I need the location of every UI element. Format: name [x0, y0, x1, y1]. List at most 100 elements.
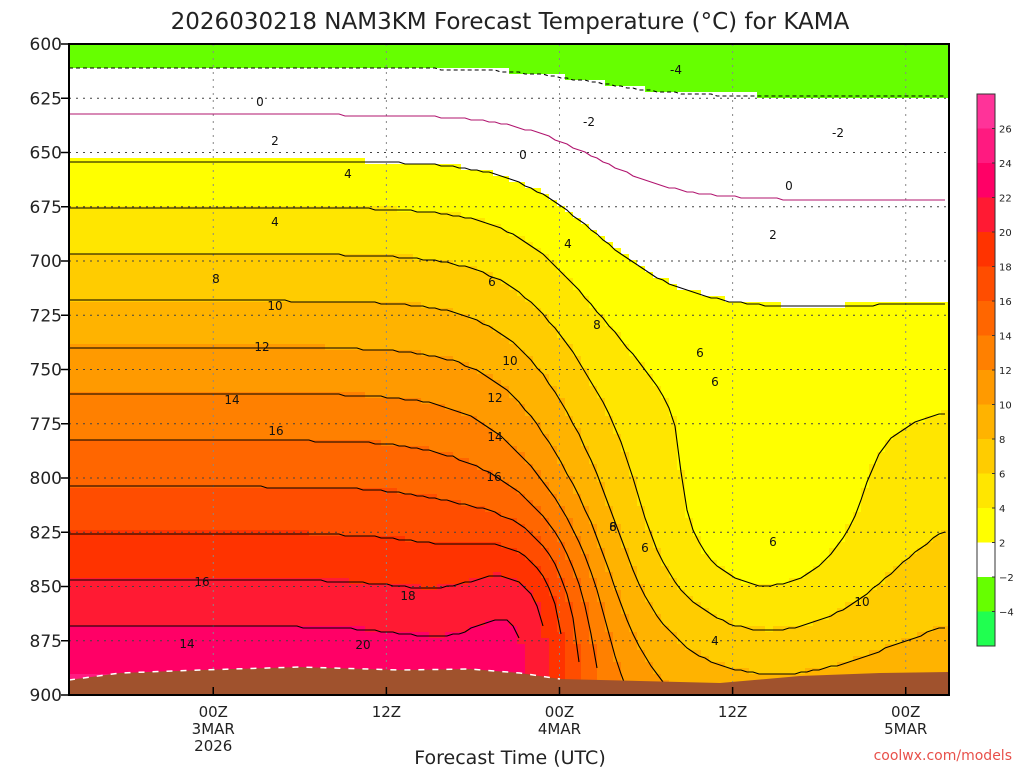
fill-cell [285, 236, 294, 243]
fill-cell [397, 374, 406, 381]
fill-cell [277, 548, 286, 555]
fill-cell [261, 584, 270, 591]
fill-cell [333, 200, 342, 207]
fill-cell [261, 614, 270, 621]
fill-cell [245, 296, 254, 303]
fill-cell [213, 230, 222, 237]
fill-cell [301, 524, 310, 531]
fill-cell [181, 104, 190, 111]
fill-cell [189, 206, 198, 213]
fill-cell [141, 128, 150, 135]
fill-cell [93, 158, 102, 165]
fill-cell [101, 200, 110, 207]
fill-cell [421, 320, 430, 327]
fill-cell [189, 122, 198, 129]
fill-cell [213, 224, 222, 231]
fill-cell [181, 62, 190, 69]
fill-cell [205, 92, 214, 99]
fill-cell [165, 440, 174, 447]
fill-cell [341, 248, 350, 255]
fill-cell [261, 482, 270, 489]
fill-cell [77, 188, 86, 195]
fill-cell [173, 602, 182, 609]
fill-cell [309, 56, 318, 63]
fill-cell [173, 572, 182, 579]
fill-cell [293, 578, 302, 585]
fill-cell [93, 590, 102, 597]
fill-cell [229, 212, 238, 219]
fill-cell [333, 632, 342, 639]
fill-cell [365, 56, 374, 63]
fill-cell [197, 458, 206, 465]
fill-cell [237, 554, 246, 561]
fill-cell [389, 62, 398, 69]
fill-cell [269, 458, 278, 465]
fill-cell [373, 272, 382, 279]
fill-cell [293, 248, 302, 255]
fill-cell [69, 68, 78, 75]
fill-cell [381, 602, 390, 609]
fill-cell [365, 590, 374, 597]
fill-cell [101, 296, 110, 303]
fill-cell [117, 464, 126, 471]
fill-cell [189, 476, 198, 483]
fill-cell [269, 158, 278, 165]
fill-cell [197, 530, 206, 537]
fill-cell [213, 170, 222, 177]
fill-cell [357, 128, 366, 135]
fill-cell [325, 164, 334, 171]
fill-cell [93, 254, 102, 261]
fill-cell [405, 506, 414, 513]
fill-cell [349, 290, 358, 297]
fill-cell [173, 248, 182, 255]
fill-cell [197, 638, 206, 645]
fill-cell [149, 254, 158, 261]
fill-cell [253, 410, 262, 417]
fill-cell [253, 494, 262, 501]
fill-cell [85, 116, 94, 123]
fill-cell [293, 398, 302, 405]
fill-cell [101, 602, 110, 609]
fill-cell [253, 104, 262, 111]
fill-cell [373, 62, 382, 69]
fill-cell [365, 146, 374, 153]
fill-cell [93, 464, 102, 471]
fill-cell [285, 206, 294, 213]
fill-cell [389, 482, 398, 489]
fill-cell [413, 554, 422, 561]
fill-cell [109, 488, 118, 495]
fill-cell [69, 290, 78, 297]
fill-cell [165, 590, 174, 597]
fill-cell [133, 500, 142, 507]
fill-cell [317, 584, 326, 591]
fill-cell [141, 74, 150, 81]
fill-cell [277, 116, 286, 123]
fill-cell [197, 278, 206, 285]
fill-cell [413, 578, 422, 585]
fill-cell [149, 314, 158, 321]
fill-cell [357, 386, 366, 393]
fill-cell [205, 56, 214, 63]
fill-cell [117, 338, 126, 345]
fill-cell [285, 410, 294, 417]
fill-cell [365, 230, 374, 237]
fill-cell [325, 590, 334, 597]
fill-cell [197, 302, 206, 309]
fill-cell [277, 368, 286, 375]
fill-cell [365, 656, 374, 663]
fill-cell [109, 494, 118, 501]
fill-cell [149, 68, 158, 75]
fill-cell [253, 74, 262, 81]
fill-cell [421, 368, 430, 375]
fill-cell [261, 230, 270, 237]
fill-cell [221, 116, 230, 123]
fill-cell [309, 566, 318, 573]
fill-cell [245, 110, 254, 117]
fill-cell [197, 584, 206, 591]
fill-cell [309, 68, 318, 75]
fill-cell [149, 554, 158, 561]
fill-cell [237, 74, 246, 81]
fill-cell [189, 296, 198, 303]
fill-cell [381, 146, 390, 153]
fill-cell [285, 128, 294, 135]
